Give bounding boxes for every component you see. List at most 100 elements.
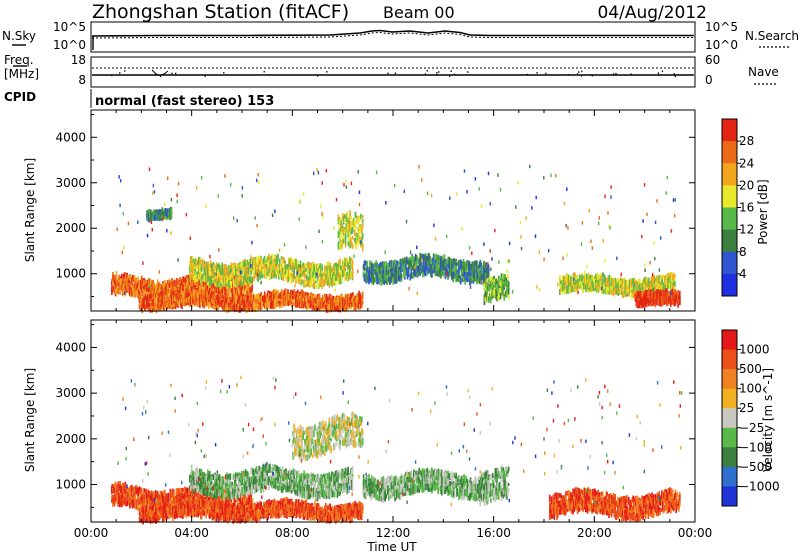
freq-speck <box>536 72 538 74</box>
power-echo-cell <box>346 296 349 304</box>
power-echo-cell <box>226 293 229 297</box>
power-echo-cell <box>252 263 254 271</box>
freq-unit-label: [MHz] <box>4 67 39 81</box>
power-echo-cell <box>245 300 248 308</box>
power-echo-cell <box>359 218 361 222</box>
power-echo-cell <box>361 215 364 219</box>
power-echo-cell <box>191 288 193 294</box>
freq-speck <box>591 74 593 77</box>
power-echo-cell <box>173 302 176 308</box>
power-echo-cell <box>227 301 229 306</box>
power-echo-cell <box>122 280 125 285</box>
power-echo-cell <box>348 231 350 235</box>
power-echo-cell <box>242 289 244 295</box>
power-echo-cell <box>254 257 257 263</box>
power-echo-cell <box>145 303 147 308</box>
power-echo-cell <box>226 283 228 290</box>
power-echo-cell <box>295 302 297 308</box>
power-echo-cell <box>193 266 196 273</box>
power-echo-cell <box>278 295 280 299</box>
power-echo-cell <box>150 299 153 303</box>
power-echo-cell <box>167 289 170 295</box>
freq-speck <box>545 72 547 75</box>
power-echo-cell <box>288 268 290 277</box>
power-echo-cell <box>336 305 339 310</box>
power-echo-cell <box>218 293 221 298</box>
power-echo-cell <box>230 276 233 282</box>
freq-speck <box>467 71 469 73</box>
power-echo-cell <box>343 215 346 219</box>
power-echo-cell <box>249 262 251 266</box>
cpid-label: CPID <box>4 90 36 104</box>
power-echo-cell <box>323 295 325 301</box>
station-title: Zhongshan Station (fitACF) <box>92 1 349 23</box>
power-echo-cell <box>138 297 141 301</box>
power-echo-cell <box>231 278 233 287</box>
power-echo-cell <box>237 276 240 285</box>
power-echo-cell <box>138 304 141 309</box>
power-echo-cell <box>229 280 232 285</box>
power-echo-cell <box>225 282 227 287</box>
power-echo-cell <box>228 268 231 273</box>
power-echo-cell <box>168 283 171 288</box>
power-echo-cell <box>220 295 223 299</box>
power-echo-cell <box>345 298 348 303</box>
freq-speck <box>436 72 438 74</box>
power-echo-cell <box>139 282 142 290</box>
power-echo-cell <box>143 280 145 287</box>
power-echo-cell <box>257 305 260 310</box>
power-echo-cell <box>188 279 190 284</box>
power-echo-cell <box>305 292 307 297</box>
power-echo-cell <box>171 297 173 302</box>
power-echo-cell <box>260 301 262 310</box>
power-echo-cell <box>216 287 218 294</box>
power-echo-cell <box>174 282 177 286</box>
power-echo-cell <box>185 298 188 302</box>
power-echo-cell <box>314 302 316 306</box>
nsearch-tick-top: 10^5 <box>705 20 738 34</box>
power-echo-cell <box>134 281 137 288</box>
power-echo-cell <box>347 293 350 301</box>
power-echo-cell <box>192 297 195 305</box>
power-echo-cell <box>224 295 226 301</box>
power-echo-cell <box>331 304 333 310</box>
power-echo-cell <box>307 293 310 298</box>
power-echo-cell <box>258 269 260 277</box>
power-echo-cell <box>249 277 251 283</box>
power-echo-cell <box>336 297 339 302</box>
power-echo-cell <box>219 267 222 275</box>
power-echo-cell <box>204 287 207 292</box>
power-echo-cell <box>226 277 229 285</box>
power-echo-cell <box>133 288 136 295</box>
power-echo-cell <box>229 307 232 312</box>
power-echo-cell <box>333 306 335 312</box>
power-echo-cell <box>290 273 293 277</box>
power-echo-cell <box>236 262 239 269</box>
power-echo-cell <box>361 301 364 305</box>
power-echo-cell <box>145 292 147 299</box>
power-echo-cell <box>294 295 296 299</box>
power-echo-cell <box>227 279 230 284</box>
power-echo-cell <box>197 260 199 267</box>
power-echo-cell <box>283 266 286 270</box>
power-echo-cell <box>277 302 279 307</box>
power-echo-cell <box>343 301 345 306</box>
power-echo-cell <box>148 301 151 305</box>
power-echo-cell <box>268 253 270 261</box>
freq-speck <box>223 72 225 74</box>
power-echo-cell <box>197 272 199 279</box>
power-echo-cell <box>337 244 340 250</box>
power-echo-cell <box>354 219 357 227</box>
power-echo-cell <box>245 278 248 284</box>
power-echo-cell <box>233 302 235 308</box>
power-echo-cell <box>272 301 275 310</box>
power-echo-cell <box>163 294 165 299</box>
freq-speck <box>567 74 569 76</box>
power-echo-cell <box>220 287 223 295</box>
power-echo-cell <box>261 297 263 305</box>
power-echo-cell <box>216 278 218 287</box>
power-echo-cell <box>235 307 237 312</box>
power-echo-cell <box>288 259 291 268</box>
power-echo-cell <box>156 285 158 289</box>
